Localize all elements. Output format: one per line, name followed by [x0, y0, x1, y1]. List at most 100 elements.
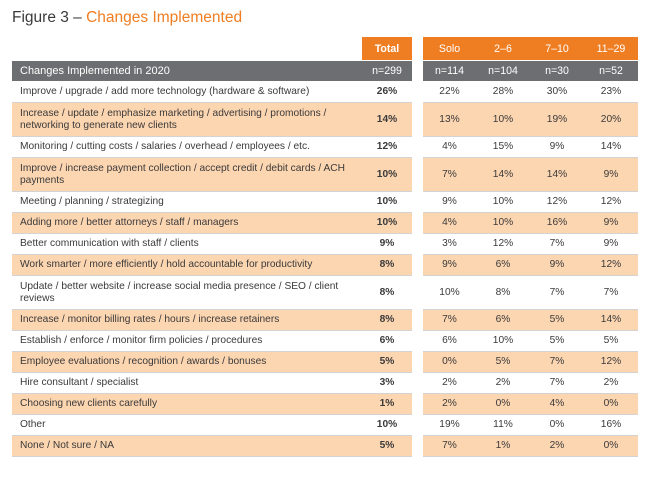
- value-11-29: 12%: [584, 192, 638, 213]
- value-total: 3%: [362, 373, 412, 394]
- value-11-29: 12%: [584, 255, 638, 276]
- value-7-10: 2%: [530, 436, 584, 457]
- value-11-29: 0%: [584, 436, 638, 457]
- column-gap: [412, 213, 423, 234]
- row-label: Update / better website / increase socia…: [12, 276, 362, 310]
- value-solo: 6%: [423, 331, 476, 352]
- value-solo: 13%: [423, 103, 476, 137]
- table-row: Improve / upgrade / add more technology …: [12, 82, 638, 103]
- table-row: Improve / increase payment collection / …: [12, 158, 638, 192]
- value-2-6: 6%: [476, 255, 530, 276]
- header-7-10: 7–10: [530, 37, 584, 61]
- value-2-6: 10%: [476, 213, 530, 234]
- table-row: Other 10% 19% 11% 0% 16%: [12, 415, 638, 436]
- column-gap: [412, 394, 423, 415]
- value-11-29: 5%: [584, 331, 638, 352]
- table-row: Work smarter / more efficiently / hold a…: [12, 255, 638, 276]
- header-2-6: 2–6: [476, 37, 530, 61]
- row-label: Improve / upgrade / add more technology …: [12, 82, 362, 103]
- value-7-10: 5%: [530, 331, 584, 352]
- row-label: Meeting / planning / strategizing: [12, 192, 362, 213]
- value-solo: 19%: [423, 415, 476, 436]
- value-11-29: 9%: [584, 234, 638, 255]
- value-total: 1%: [362, 394, 412, 415]
- column-gap: [412, 331, 423, 352]
- column-gap: [412, 310, 423, 331]
- table-row: Adding more / better attorneys / staff /…: [12, 213, 638, 234]
- row-label: Employee evaluations / recognition / awa…: [12, 352, 362, 373]
- value-11-29: 16%: [584, 415, 638, 436]
- row-label: Better communication with staff / client…: [12, 234, 362, 255]
- value-2-6: 15%: [476, 137, 530, 158]
- count-11-29: n=52: [584, 61, 638, 82]
- value-total: 8%: [362, 255, 412, 276]
- row-label: Adding more / better attorneys / staff /…: [12, 213, 362, 234]
- value-11-29: 14%: [584, 137, 638, 158]
- changes-table: Total Solo 2–6 7–10 11–29 Changes Implem…: [12, 37, 638, 457]
- value-2-6: 1%: [476, 436, 530, 457]
- value-2-6: 12%: [476, 234, 530, 255]
- column-gap: [412, 436, 423, 457]
- value-solo: 4%: [423, 137, 476, 158]
- value-total: 8%: [362, 310, 412, 331]
- value-solo: 7%: [423, 158, 476, 192]
- header-11-29: 11–29: [584, 37, 638, 61]
- column-gap: [412, 415, 423, 436]
- value-solo: 0%: [423, 352, 476, 373]
- value-total: 8%: [362, 276, 412, 310]
- row-label: Work smarter / more efficiently / hold a…: [12, 255, 362, 276]
- value-total: 5%: [362, 436, 412, 457]
- value-7-10: 0%: [530, 415, 584, 436]
- value-7-10: 5%: [530, 310, 584, 331]
- figure-title-text: Changes Implemented: [86, 9, 243, 26]
- value-2-6: 14%: [476, 158, 530, 192]
- count-total: n=299: [362, 61, 412, 82]
- value-solo: 10%: [423, 276, 476, 310]
- row-label: Improve / increase payment collection / …: [12, 158, 362, 192]
- table-row: Increase / update / emphasize marketing …: [12, 103, 638, 137]
- figure-number: Figure 3 –: [12, 9, 87, 26]
- subheader-row: Changes Implemented in 2020 n=299 n=114 …: [12, 61, 638, 82]
- column-header-row: Total Solo 2–6 7–10 11–29: [12, 37, 638, 61]
- column-gap: [412, 234, 423, 255]
- value-7-10: 9%: [530, 137, 584, 158]
- value-7-10: 30%: [530, 82, 584, 103]
- row-label: Increase / monitor billing rates / hours…: [12, 310, 362, 331]
- row-label: Choosing new clients carefully: [12, 394, 362, 415]
- count-7-10: n=30: [530, 61, 584, 82]
- column-gap: [412, 82, 423, 103]
- row-label: None / Not sure / NA: [12, 436, 362, 457]
- subheader-gap: [412, 61, 423, 82]
- table-row: Update / better website / increase socia…: [12, 276, 638, 310]
- value-total: 9%: [362, 234, 412, 255]
- column-gap: [412, 103, 423, 137]
- value-11-29: 12%: [584, 352, 638, 373]
- value-2-6: 11%: [476, 415, 530, 436]
- value-total: 26%: [362, 82, 412, 103]
- column-gap: [412, 373, 423, 394]
- table-row: Employee evaluations / recognition / awa…: [12, 352, 638, 373]
- value-7-10: 16%: [530, 213, 584, 234]
- value-solo: 2%: [423, 373, 476, 394]
- value-2-6: 10%: [476, 192, 530, 213]
- value-solo: 2%: [423, 394, 476, 415]
- column-gap: [412, 137, 423, 158]
- value-total: 10%: [362, 158, 412, 192]
- table-row: Meeting / planning / strategizing 10% 9% 10…: [12, 192, 638, 213]
- value-2-6: 10%: [476, 103, 530, 137]
- value-solo: 3%: [423, 234, 476, 255]
- value-2-6: 2%: [476, 373, 530, 394]
- value-7-10: 12%: [530, 192, 584, 213]
- value-11-29: 9%: [584, 213, 638, 234]
- value-2-6: 6%: [476, 310, 530, 331]
- value-solo: 9%: [423, 192, 476, 213]
- value-11-29: 14%: [584, 310, 638, 331]
- count-2-6: n=104: [476, 61, 530, 82]
- column-gap: [412, 352, 423, 373]
- table-row: Better communication with staff / client…: [12, 234, 638, 255]
- value-11-29: 23%: [584, 82, 638, 103]
- value-7-10: 7%: [530, 352, 584, 373]
- value-total: 10%: [362, 415, 412, 436]
- value-2-6: 28%: [476, 82, 530, 103]
- value-7-10: 7%: [530, 276, 584, 310]
